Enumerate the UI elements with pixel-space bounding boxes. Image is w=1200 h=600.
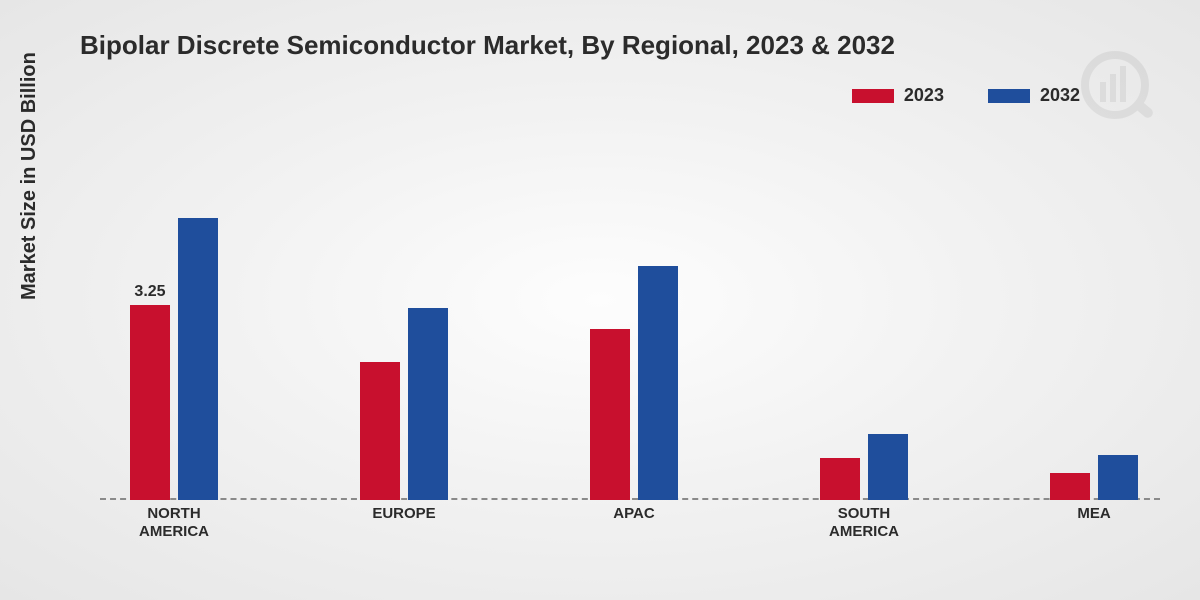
- legend-label-2023: 2023: [904, 85, 944, 106]
- x-axis-labels: NORTH AMERICA EUROPE APAC SOUTH AMERICA MEA: [100, 505, 1160, 565]
- x-tick-label: SOUTH AMERICA: [829, 505, 899, 541]
- bar: [178, 218, 218, 500]
- bar-group: [820, 434, 908, 500]
- x-tick-label: MEA: [1077, 505, 1110, 523]
- bar-value-label: 3.25: [134, 283, 165, 301]
- bar: [408, 308, 448, 500]
- bar: [1098, 455, 1138, 500]
- legend-item-2023: 2023: [852, 85, 944, 106]
- bar: [638, 266, 678, 500]
- y-axis-label: Market Size in USD Billion: [18, 52, 41, 300]
- legend-swatch-2023: [852, 89, 894, 103]
- bar: [868, 434, 908, 500]
- legend-item-2032: 2032: [988, 85, 1080, 106]
- legend-label-2032: 2032: [1040, 85, 1080, 106]
- chart-title: Bipolar Discrete Semiconductor Market, B…: [80, 30, 895, 61]
- bar: [1050, 473, 1090, 500]
- plot-area: 3.25: [100, 140, 1160, 500]
- bar-group: [1050, 455, 1138, 500]
- bar: [360, 362, 400, 500]
- legend: 2023 2032: [852, 85, 1080, 106]
- bar: [590, 329, 630, 500]
- x-tick-label: APAC: [613, 505, 654, 523]
- chart-canvas: Bipolar Discrete Semiconductor Market, B…: [0, 0, 1200, 600]
- x-tick-label: NORTH AMERICA: [139, 505, 209, 541]
- bar-group: [590, 266, 678, 500]
- legend-swatch-2032: [988, 89, 1030, 103]
- x-tick-label: EUROPE: [372, 505, 435, 523]
- bar: [820, 458, 860, 500]
- bar-group: [360, 308, 448, 500]
- bar: [130, 305, 170, 500]
- bar-group: [130, 218, 218, 500]
